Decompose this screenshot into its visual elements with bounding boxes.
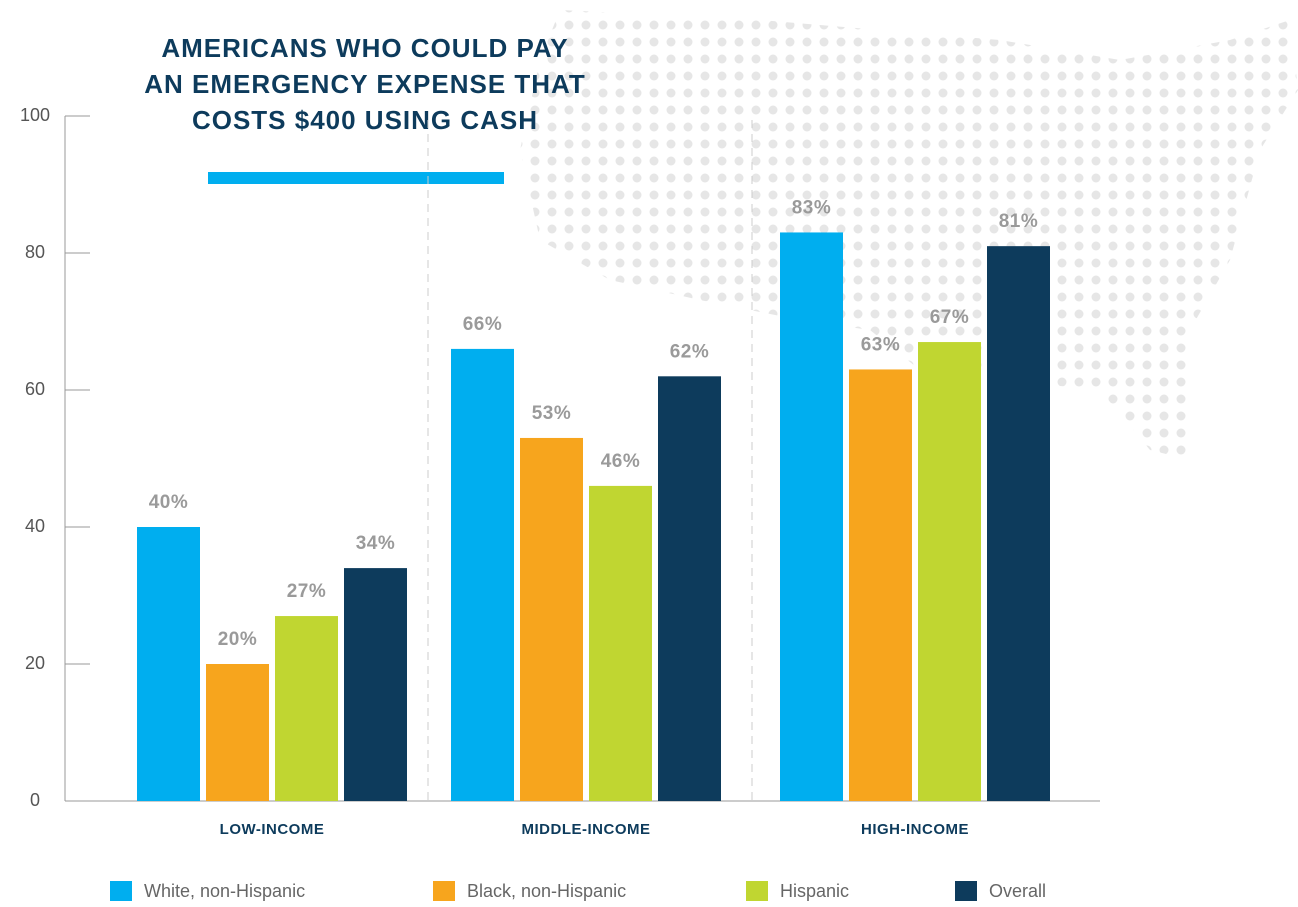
bar <box>451 348 514 801</box>
value-label: 34% <box>356 533 396 554</box>
value-label: 83% <box>792 197 832 218</box>
value-label: 46% <box>601 451 641 472</box>
bar <box>344 568 407 801</box>
bar <box>589 485 652 801</box>
bar <box>206 664 269 801</box>
value-label: 66% <box>463 314 503 335</box>
map-background <box>520 10 1298 460</box>
legend-swatch <box>746 881 768 901</box>
y-tick-label: 80 <box>25 242 45 262</box>
legend-swatch <box>110 881 132 901</box>
bar <box>520 437 583 801</box>
value-label: 81% <box>999 211 1039 232</box>
x-tick-label: HIGH-INCOME <box>861 821 969 838</box>
y-tick-label: 60 <box>25 379 45 399</box>
bar <box>918 342 981 801</box>
legend-label: Overall <box>989 881 1046 901</box>
legend-swatch <box>955 881 977 901</box>
x-tick-label: LOW-INCOME <box>220 821 325 838</box>
chart-title: COSTS $400 USING CASH <box>192 105 538 135</box>
value-label: 53% <box>532 403 572 424</box>
y-tick-label: 20 <box>25 653 45 673</box>
y-tick-label: 40 <box>25 516 45 536</box>
y-tick-label: 100 <box>20 105 50 125</box>
legend-swatch <box>433 881 455 901</box>
chart-title: AMERICANS WHO COULD PAY <box>161 33 568 63</box>
value-label: 20% <box>218 629 258 650</box>
legend-label: White, non-Hispanic <box>144 881 305 901</box>
chart-title: AN EMERGENCY EXPENSE THAT <box>144 69 586 99</box>
bar <box>275 616 338 801</box>
value-label: 27% <box>287 581 327 602</box>
value-label: 62% <box>670 341 710 362</box>
x-tick-label: MIDDLE-INCOME <box>522 821 651 838</box>
value-label: 67% <box>930 307 970 328</box>
bar <box>849 369 912 801</box>
value-label: 40% <box>149 492 189 513</box>
bar <box>658 376 721 801</box>
bar <box>780 232 843 801</box>
y-tick-label: 0 <box>30 790 40 810</box>
legend-label: Black, non-Hispanic <box>467 881 626 901</box>
bar <box>137 527 200 801</box>
value-label: 63% <box>861 334 901 355</box>
bar <box>987 246 1050 801</box>
title-underline <box>208 172 504 184</box>
legend-label: Hispanic <box>780 881 849 901</box>
